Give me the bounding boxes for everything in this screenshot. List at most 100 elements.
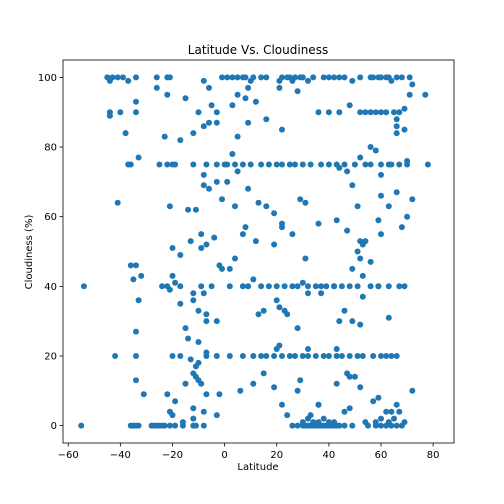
data-point — [198, 245, 205, 251]
data-point — [164, 391, 171, 398]
data-point — [302, 255, 309, 262]
data-point — [245, 283, 252, 290]
data-point — [362, 238, 369, 245]
data-point — [320, 353, 327, 359]
data-point — [409, 196, 416, 203]
data-point — [258, 353, 265, 359]
data-point — [161, 133, 168, 140]
data-point — [177, 252, 184, 258]
data-point — [336, 74, 343, 81]
data-point — [341, 422, 348, 429]
data-point — [234, 91, 241, 98]
data-point — [336, 109, 343, 116]
data-point — [331, 419, 338, 426]
data-point — [135, 154, 142, 161]
data-point — [294, 283, 301, 290]
data-point — [307, 412, 314, 419]
data-point — [341, 161, 348, 168]
data-point — [292, 74, 298, 81]
data-point — [226, 353, 233, 359]
data-point — [203, 161, 210, 168]
y-tick-label: 0 — [51, 421, 57, 432]
x-axis-ticks: −60 −40 −20 0 20 40 60 80 — [58, 443, 440, 461]
data-point — [318, 161, 325, 168]
data-point — [185, 206, 192, 213]
data-point — [135, 297, 142, 304]
data-point — [185, 335, 192, 342]
data-point — [393, 189, 400, 196]
data-point — [159, 283, 166, 290]
data-point — [331, 283, 338, 290]
data-point — [237, 387, 244, 394]
data-point — [378, 192, 384, 199]
data-point — [346, 102, 353, 109]
data-point — [294, 387, 301, 394]
data-point — [166, 74, 173, 81]
data-point — [169, 272, 176, 279]
data-point — [391, 415, 397, 422]
data-point — [409, 81, 416, 88]
data-point — [336, 422, 343, 429]
data-point — [362, 109, 369, 116]
data-point — [260, 307, 267, 314]
data-point — [279, 161, 285, 168]
data-point — [200, 182, 207, 189]
data-point — [375, 283, 382, 290]
data-point — [106, 112, 113, 119]
data-point — [307, 161, 314, 168]
data-point — [198, 283, 205, 290]
data-point — [354, 283, 361, 290]
data-point — [203, 241, 210, 248]
data-point — [232, 203, 238, 210]
data-point — [169, 353, 176, 359]
data-point — [255, 311, 262, 318]
data-point — [172, 398, 179, 405]
data-point — [284, 412, 291, 419]
chart-title: Latitude Vs. Cloudiness — [188, 43, 328, 57]
data-point — [258, 161, 265, 168]
data-point — [127, 161, 134, 168]
data-point — [370, 353, 377, 359]
data-point — [224, 74, 231, 81]
data-point — [388, 161, 395, 168]
data-point — [179, 422, 186, 429]
data-point — [177, 137, 184, 144]
data-point — [226, 283, 233, 290]
data-point — [234, 168, 241, 175]
data-point — [325, 161, 332, 168]
data-point — [114, 74, 121, 81]
data-point — [362, 161, 369, 168]
data-point — [305, 290, 311, 297]
data-point — [190, 405, 197, 412]
data-point — [182, 95, 189, 102]
data-point — [271, 241, 278, 248]
data-point — [396, 283, 403, 290]
data-point — [320, 74, 327, 81]
y-tick-label: 80 — [44, 143, 57, 154]
data-point — [331, 74, 338, 81]
data-point — [333, 217, 340, 224]
data-point — [117, 109, 124, 116]
x-tick-label: −40 — [110, 450, 131, 461]
data-point — [351, 373, 358, 380]
data-point — [166, 286, 173, 293]
data-point — [135, 422, 142, 429]
data-point — [292, 353, 298, 359]
data-point — [385, 283, 392, 290]
data-point — [349, 318, 356, 325]
data-point — [127, 262, 134, 269]
data-point — [286, 353, 293, 359]
data-point — [312, 283, 319, 290]
data-point — [289, 422, 296, 429]
data-point — [203, 391, 210, 398]
data-point — [354, 353, 361, 359]
data-point — [388, 77, 395, 84]
data-point — [279, 353, 285, 359]
data-point — [320, 415, 327, 422]
data-point — [153, 74, 160, 81]
data-point — [391, 109, 397, 116]
data-point — [357, 154, 364, 161]
data-point — [125, 77, 132, 84]
data-point — [245, 119, 252, 126]
